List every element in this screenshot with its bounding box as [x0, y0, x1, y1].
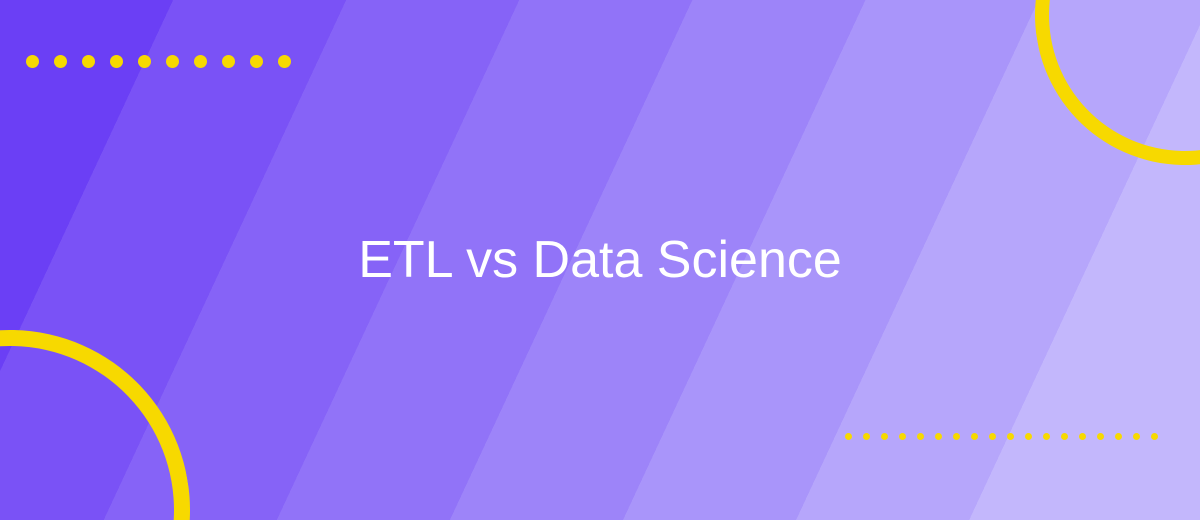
dot-icon [989, 433, 996, 440]
dot-icon [881, 433, 888, 440]
dot-row-top-left-icon [26, 55, 291, 73]
banner-canvas: ETL vs Data Science [0, 0, 1200, 520]
dot-icon [110, 55, 123, 68]
dot-icon [222, 55, 235, 68]
dot-icon [1061, 433, 1068, 440]
dot-icon [278, 55, 291, 68]
dot-icon [82, 55, 95, 68]
dot-icon [1043, 433, 1050, 440]
dot-icon [845, 433, 852, 440]
dot-icon [138, 55, 151, 68]
dot-icon [54, 55, 67, 68]
dot-icon [1097, 433, 1104, 440]
dot-icon [971, 433, 978, 440]
dot-icon [863, 433, 870, 440]
dot-row-bottom-right-icon [845, 427, 1158, 445]
dot-icon [899, 433, 906, 440]
dot-icon [935, 433, 942, 440]
dot-icon [26, 55, 39, 68]
dot-icon [1025, 433, 1032, 440]
dot-icon [166, 55, 179, 68]
dot-icon [1079, 433, 1086, 440]
dot-icon [917, 433, 924, 440]
dot-icon [1151, 433, 1158, 440]
banner-title: ETL vs Data Science [358, 230, 842, 290]
dot-icon [953, 433, 960, 440]
dot-icon [1133, 433, 1140, 440]
dot-icon [1007, 433, 1014, 440]
dot-icon [250, 55, 263, 68]
dot-icon [1115, 433, 1122, 440]
dot-icon [194, 55, 207, 68]
